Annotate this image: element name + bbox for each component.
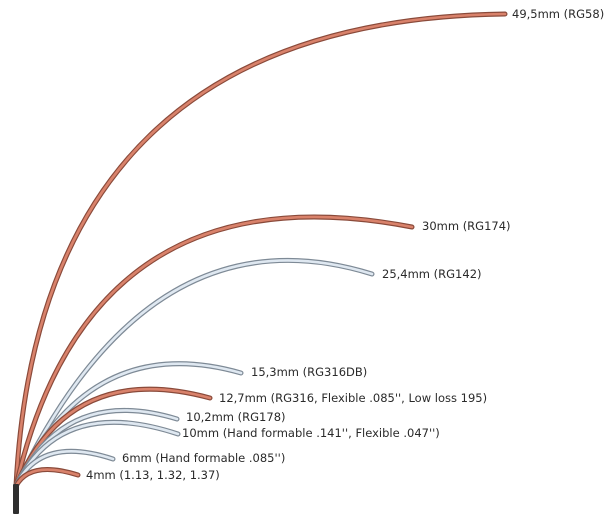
connector-base (13, 484, 19, 514)
cable-rg142 (14, 259, 374, 488)
cable-rg58 (14, 12, 507, 488)
label-rg174: 30mm (RG174) (422, 219, 511, 233)
label-rg58: 49,5mm (RG58) (512, 7, 604, 21)
label-rg316: 12,7mm (RG316, Flexible .085'', Low loss… (219, 391, 487, 405)
label-rg142: 25,4mm (RG142) (382, 267, 482, 281)
label-rg316db: 15,3mm (RG316DB) (251, 365, 367, 379)
label-hf141: 10mm (Hand formable .141'', Flexible .04… (182, 426, 440, 440)
label-rg178: 10,2mm (RG178) (186, 410, 286, 424)
label-small: 4mm (1.13, 1.32, 1.37) (86, 468, 220, 482)
cable-rg174-outline (13, 214, 415, 489)
cable-small (14, 468, 80, 488)
cable-rg174 (14, 215, 414, 488)
label-hf085: 6mm (Hand formable .085'') (122, 451, 285, 465)
